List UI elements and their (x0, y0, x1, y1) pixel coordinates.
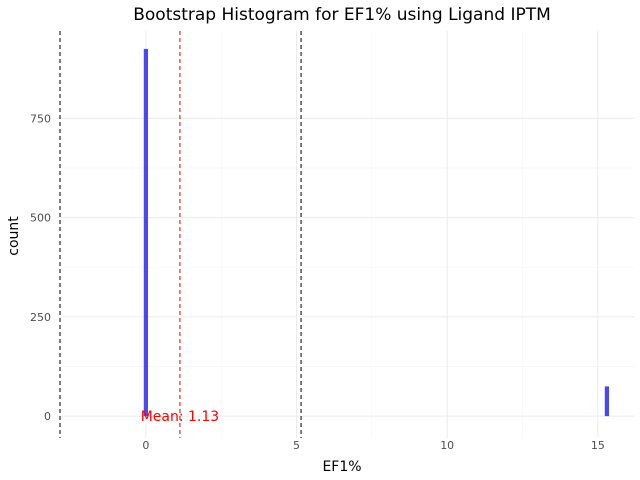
mean-annotation: Mean: 1.13 (141, 409, 219, 425)
y-tick-label: 250 (30, 311, 51, 324)
histogram-bar (604, 386, 609, 417)
x-axis-title: EF1% (322, 459, 361, 475)
chart-title: Bootstrap Histogram for EF1% using Ligan… (133, 5, 551, 25)
y-tick-label: 750 (30, 112, 51, 125)
x-tick-label: 15 (591, 439, 605, 452)
x-tick-label: 5 (293, 439, 300, 452)
reference-lines (59, 31, 302, 438)
histogram-bars (143, 48, 609, 417)
y-axis-title: count (6, 216, 22, 256)
tick-labels: 0 5 10 15 0 250 500 750 (30, 112, 605, 452)
x-tick-label: 10 (440, 439, 454, 452)
histogram-bar (143, 48, 148, 417)
y-tick-label: 0 (44, 410, 51, 423)
x-tick-label: 0 (142, 439, 149, 452)
grid-lines (57, 31, 634, 438)
y-tick-label: 500 (30, 212, 51, 225)
